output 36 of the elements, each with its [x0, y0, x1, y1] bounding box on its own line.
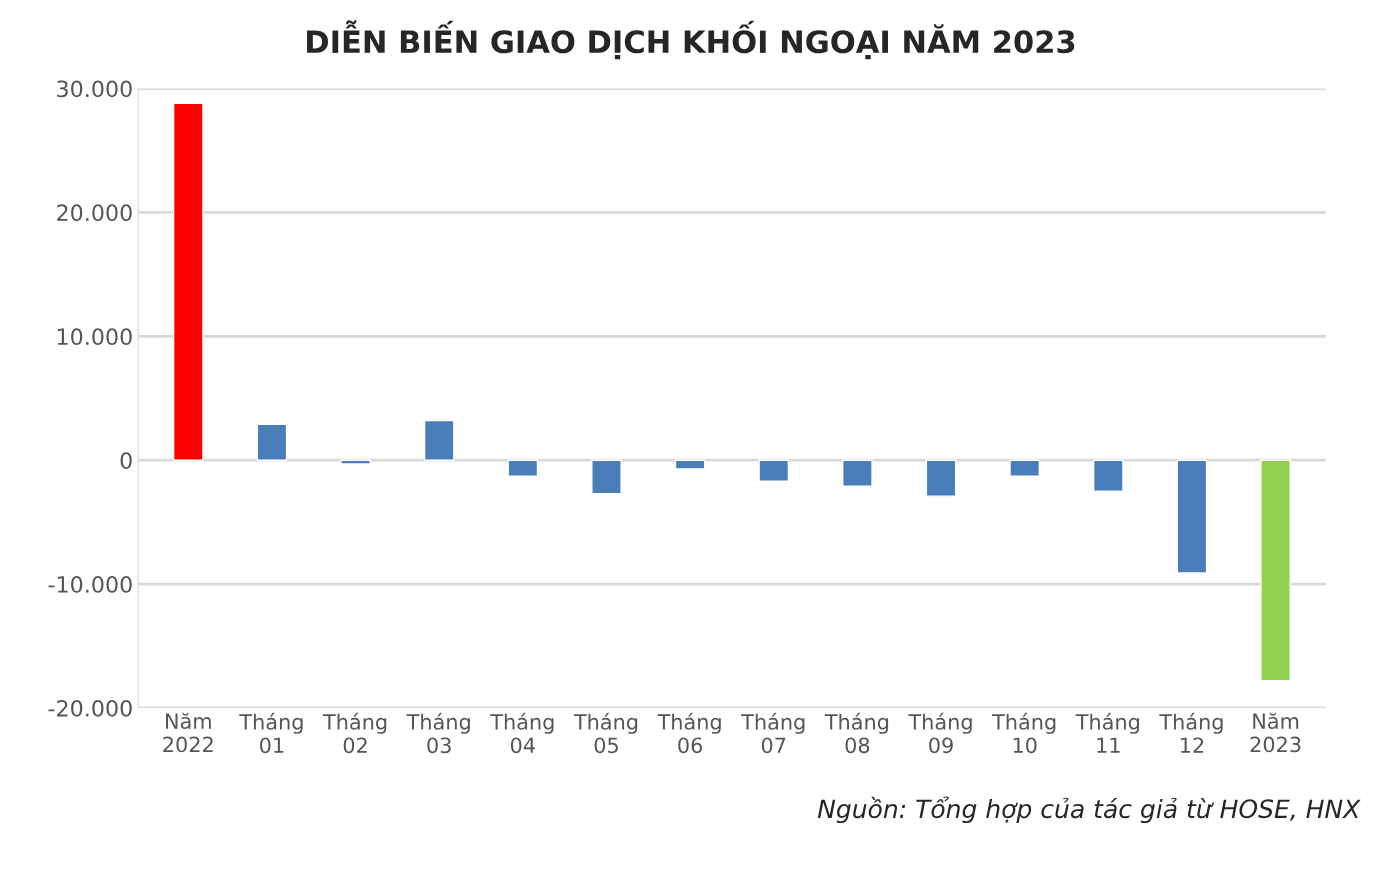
bar: [172, 102, 204, 461]
y-tick-label: 0: [120, 452, 132, 469]
bar: [674, 459, 706, 470]
bar: [1176, 459, 1208, 574]
bar: [1260, 459, 1291, 682]
y-tick-label: -20.000: [48, 699, 132, 717]
bar: [507, 459, 539, 478]
text: Nguồn: Tổng hợp của tác giả từ HOSE, HNX: [817, 796, 1361, 824]
x-tick-label: Tháng 08: [824, 712, 889, 754]
bar: [758, 459, 790, 482]
y-tick-label: 30.000: [57, 80, 132, 98]
bar: [256, 423, 288, 461]
x-tick-label: Tháng 09: [908, 712, 972, 754]
bar: [925, 459, 957, 497]
chart-title: DIỄN BIẾN GIAO DỊCH KHỐI NGOẠI NĂM 2023: [307, 20, 1075, 60]
x-tick-label: Năm 2023: [1250, 712, 1301, 753]
bar: [591, 459, 622, 495]
x-tick-label: Tháng 10: [992, 712, 1056, 754]
x-tick-label: Tháng 12: [1159, 712, 1223, 753]
x-tick-label: Tháng 06: [657, 712, 721, 754]
x-tick-label: Tháng 05: [573, 712, 638, 754]
x-tick-label: Tháng 03: [406, 712, 470, 754]
x-tick-label: Tháng 11: [1075, 712, 1139, 753]
bar: [340, 459, 371, 465]
x-tick-label: Tháng 07: [741, 712, 805, 754]
x-tick-label: Tháng 04: [490, 712, 554, 754]
bar: [423, 419, 455, 461]
bar: [1092, 459, 1124, 492]
y-tick-label: -10.000: [48, 576, 132, 593]
y-tick-label: 10.000: [57, 328, 132, 346]
x-tick-label: Tháng 01: [239, 712, 303, 754]
x-tick-label: Tháng 02: [322, 712, 387, 754]
bar: [1009, 459, 1040, 478]
y-tick-label: 20.000: [57, 204, 132, 222]
bar: [842, 459, 873, 487]
x-tick-label: Năm 2022: [163, 712, 213, 753]
